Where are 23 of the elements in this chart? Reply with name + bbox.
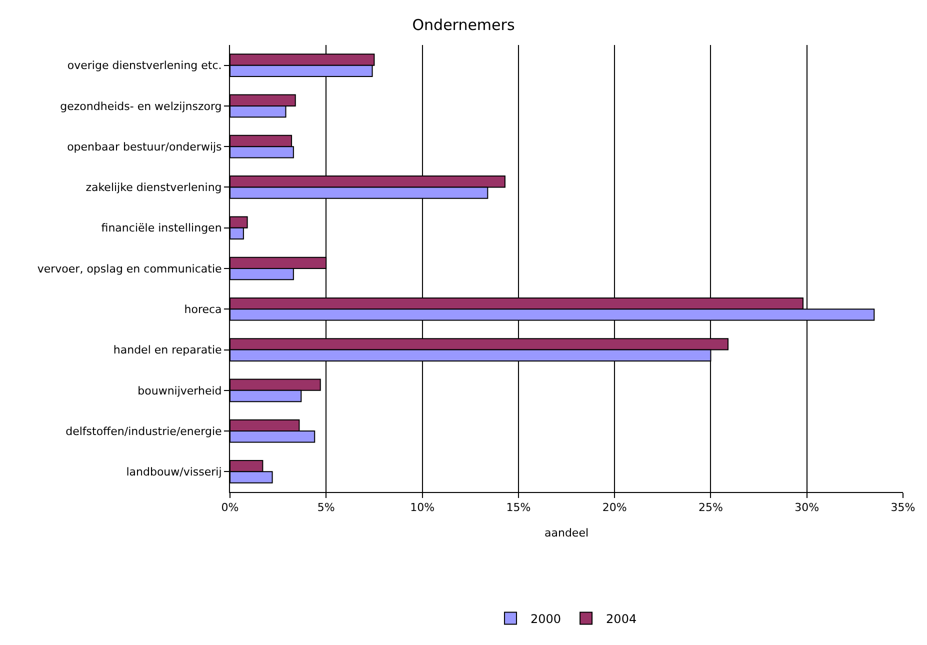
x-tick-label: 10% [410, 501, 435, 514]
x-axis-title: aandeel [544, 526, 589, 540]
y-tick-label: gezondheids- en welzijnszorg [60, 100, 222, 113]
y-tick-label: overige dienstverlening etc. [67, 59, 222, 72]
x-tick-label: 5% [317, 501, 335, 514]
x-tick-label: 15% [506, 501, 531, 514]
y-tick-label: horeca [184, 302, 222, 316]
x-tick-label: 25% [698, 501, 723, 514]
y-tick-label: financiële instellingen [101, 222, 222, 235]
x-tick-label: 20% [602, 501, 627, 514]
legend-label: 2004 [606, 612, 637, 626]
x-tick-label: 30% [794, 501, 820, 514]
y-tick-label: zakelijke dienstverlening [86, 181, 222, 194]
y-tick-label: handel en reparatie [113, 344, 222, 357]
y-tick-label: openbaar bestuur/onderwijs [67, 140, 222, 154]
y-tick-label: bouwnijverheid [138, 384, 222, 398]
y-tick-label: landbouw/visserij [126, 466, 222, 479]
y-tick-label: vervoer, opslag en communicatie [37, 262, 222, 276]
y-tick-label: delfstoffen/industrie/energie [66, 424, 222, 438]
x-tick-label: 0% [221, 501, 239, 514]
legend-label: 2000 [530, 612, 562, 626]
x-tick-label: 35% [890, 501, 916, 514]
chart-title: Ondernemers [412, 16, 515, 34]
